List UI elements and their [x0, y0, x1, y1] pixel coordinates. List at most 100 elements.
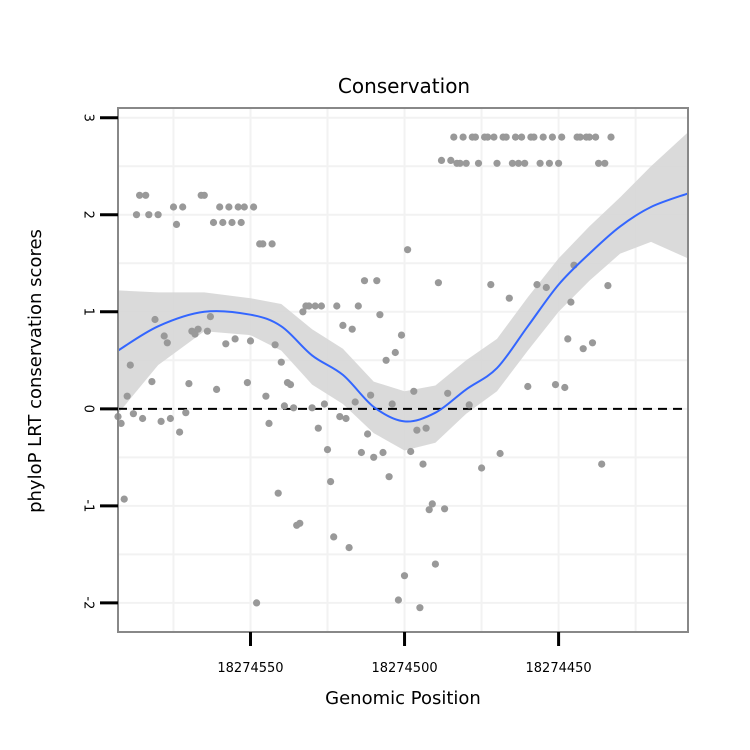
- data-point: [209, 218, 218, 227]
- data-point: [280, 402, 288, 410]
- y-tick-label: 3: [81, 114, 96, 122]
- data-point: [240, 203, 248, 211]
- data-point: [397, 331, 406, 339]
- data-point: [222, 340, 230, 348]
- data-point: [533, 281, 541, 289]
- data-point: [514, 159, 523, 167]
- data-point: [259, 240, 267, 248]
- data-point: [551, 381, 560, 389]
- data-point: [139, 414, 147, 423]
- data-point: [490, 133, 498, 141]
- data-point: [148, 378, 156, 386]
- data-point: [382, 356, 390, 364]
- data-point: [511, 133, 520, 141]
- data-point: [336, 413, 344, 421]
- data-point: [339, 321, 347, 329]
- data-point: [151, 315, 159, 324]
- data-point: [262, 392, 270, 400]
- data-point: [536, 159, 544, 167]
- data-point: [265, 419, 273, 427]
- data-point: [117, 419, 125, 427]
- data-point: [545, 159, 554, 167]
- data-point: [561, 383, 569, 392]
- y-tick-label: 0: [81, 405, 96, 413]
- data-point: [228, 218, 236, 227]
- data-point: [400, 572, 409, 580]
- data-point: [277, 358, 285, 366]
- data-point: [136, 191, 144, 199]
- panel-border: [117, 107, 689, 633]
- data-point: [154, 211, 162, 219]
- data-point: [160, 332, 168, 340]
- data-point: [407, 447, 415, 456]
- data-point: [299, 308, 307, 316]
- data-point: [508, 159, 516, 167]
- data-point: [555, 159, 563, 167]
- data-point: [237, 218, 245, 227]
- data-point: [385, 473, 393, 481]
- data-point: [203, 327, 211, 335]
- data-point: [234, 203, 242, 211]
- data-point: [416, 604, 424, 612]
- chart-title: Conservation: [338, 74, 470, 98]
- data-point: [179, 203, 187, 211]
- data-point: [601, 159, 609, 167]
- data-point: [142, 191, 150, 199]
- data-point: [388, 400, 396, 408]
- x-tick-label: 18274450: [526, 661, 592, 676]
- x-tick-label: 18274550: [217, 661, 283, 676]
- data-point: [428, 500, 436, 508]
- data-point: [185, 380, 193, 388]
- data-point: [367, 391, 375, 399]
- data-point: [157, 417, 165, 425]
- data-point: [357, 448, 365, 457]
- data-point: [441, 505, 449, 513]
- data-point: [413, 426, 421, 434]
- data-point: [194, 325, 202, 333]
- data-point: [521, 159, 529, 167]
- data-point: [182, 409, 190, 417]
- y-tick-label: 1: [81, 308, 96, 316]
- data-point: [595, 159, 603, 167]
- data-point: [333, 302, 341, 310]
- smooth-trend-line: [117, 192, 689, 423]
- data-point: [268, 240, 276, 248]
- data-point: [172, 220, 181, 228]
- data-point: [450, 133, 458, 141]
- data-point: [327, 478, 335, 486]
- data-point: [314, 424, 322, 432]
- data-point: [425, 506, 433, 514]
- data-point: [176, 428, 184, 436]
- data-point: [216, 203, 224, 211]
- data-point: [243, 379, 251, 387]
- data-point: [305, 302, 313, 310]
- data-point: [373, 277, 381, 285]
- data-point: [323, 446, 332, 454]
- y-tick-label: -1: [81, 499, 96, 512]
- data-point: [518, 133, 526, 141]
- y-tick-label: 2: [81, 211, 96, 219]
- data-point: [604, 282, 612, 290]
- data-point: [246, 337, 255, 345]
- data-point: [317, 302, 325, 310]
- data-point: [132, 211, 141, 219]
- data-point: [419, 460, 427, 468]
- data-point: [345, 544, 353, 552]
- data-point: [274, 489, 282, 497]
- data-point: [404, 246, 412, 254]
- data-point: [231, 335, 239, 343]
- data-point: [484, 133, 492, 141]
- data-point: [169, 203, 178, 211]
- data-point: [471, 133, 479, 141]
- data-point: [296, 519, 304, 527]
- data-point: [206, 313, 214, 321]
- data-point: [126, 361, 134, 369]
- data-point: [330, 533, 338, 541]
- x-axis-label: Genomic Position: [325, 688, 481, 709]
- data-point: [558, 133, 566, 141]
- data-point: [585, 133, 594, 141]
- data-point: [213, 385, 221, 393]
- data-point: [348, 325, 356, 333]
- data-point: [462, 159, 470, 167]
